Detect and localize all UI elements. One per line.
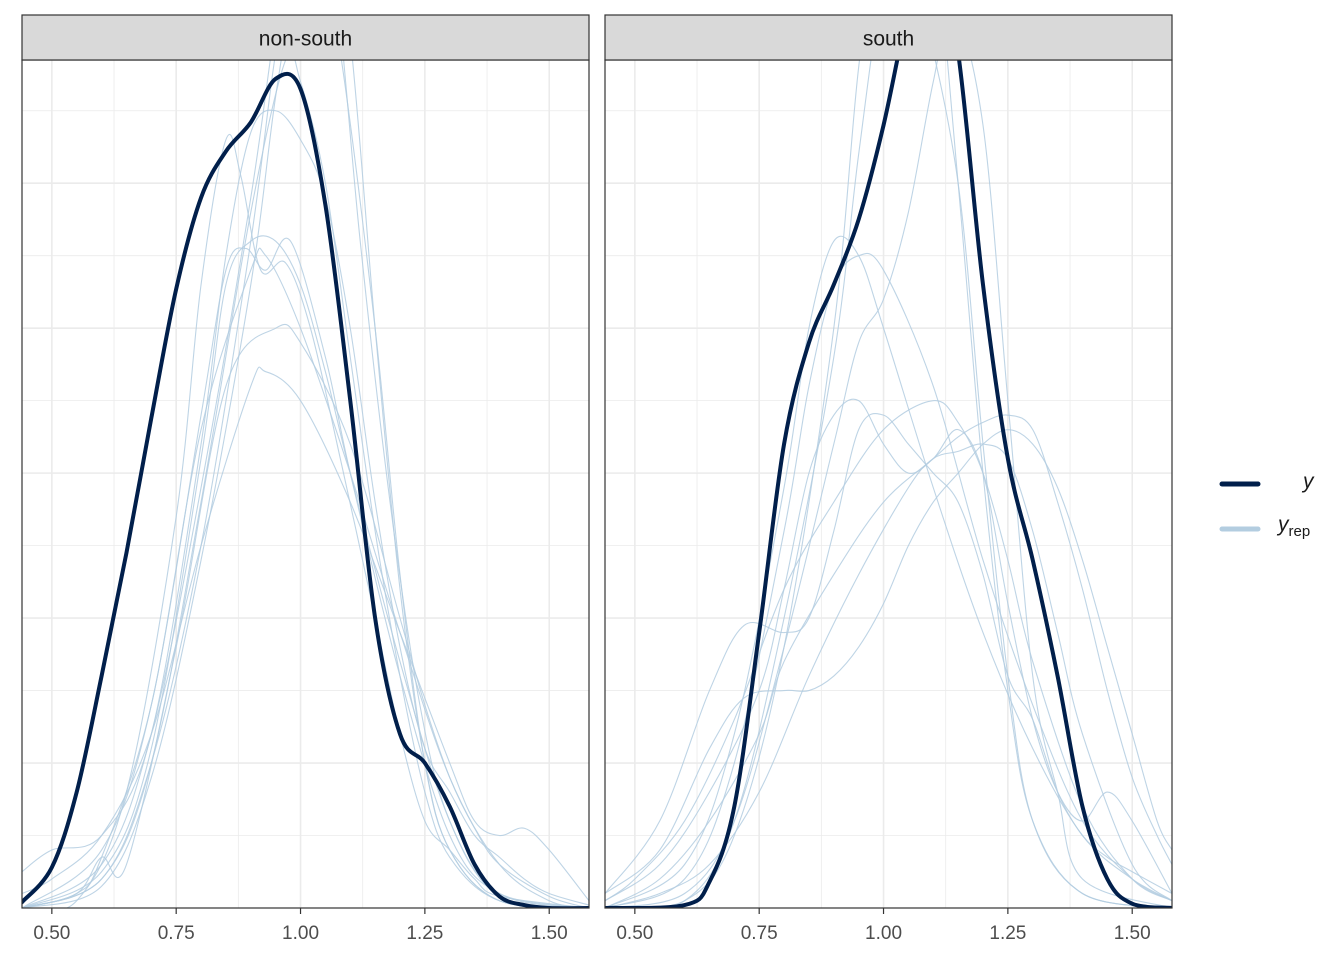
legend-label-yrep-base: y (1276, 513, 1290, 536)
yrep-density-line (605, 252, 1172, 908)
density-curves (605, 60, 1172, 908)
panel-background (605, 60, 1172, 908)
facet-panel-non-south: non-south 0.50 0.75 1.00 1.25 1.50 (21, 14, 590, 944)
yrep-density-line (605, 414, 1172, 908)
x-tick-label: 1.00 (865, 923, 902, 944)
legend-label-yrep: yrep (1276, 513, 1310, 540)
x-tick-label: 0.75 (741, 923, 778, 944)
yrep-density-line (22, 366, 589, 902)
yrep-density-line (605, 235, 1172, 908)
x-tick-label: 0.50 (616, 923, 653, 944)
x-tick-label: 0.75 (158, 923, 195, 944)
yrep-density-line (22, 133, 589, 908)
x-tick-label: 1.50 (531, 923, 568, 944)
facet-strip (21, 14, 590, 61)
x-tick-label: 1.25 (989, 923, 1026, 944)
density-curves (22, 60, 589, 908)
facet-strip (604, 14, 1173, 61)
y-density-line (22, 71, 589, 908)
y-density-line (605, 60, 1172, 908)
yrep-density-line (22, 60, 589, 908)
panel-background (22, 60, 589, 908)
facet-panel-south: south 0.50 0.75 1.00 1.25 1.50 (604, 14, 1173, 944)
yrep-density-line (22, 109, 589, 906)
facet-strip-label: south (863, 28, 914, 51)
x-tick-label: 1.00 (282, 923, 319, 944)
yrep-density-line (605, 60, 1172, 908)
yrep-density-line (605, 413, 1172, 894)
x-tick-label: 1.25 (406, 923, 443, 944)
x-tick-label: 0.50 (33, 923, 70, 944)
legend-label-y: y (1301, 470, 1315, 493)
facet-strip-label: non-south (259, 28, 352, 51)
yrep-density-line (605, 60, 1172, 908)
yrep-density-line (605, 400, 1172, 902)
yrep-density-line (605, 443, 1172, 908)
yrep-density-line (22, 323, 589, 908)
x-tick-label: 1.50 (1114, 923, 1151, 944)
legend-label-yrep-subscript: rep (1289, 523, 1311, 540)
yrep-density-line (605, 429, 1172, 894)
